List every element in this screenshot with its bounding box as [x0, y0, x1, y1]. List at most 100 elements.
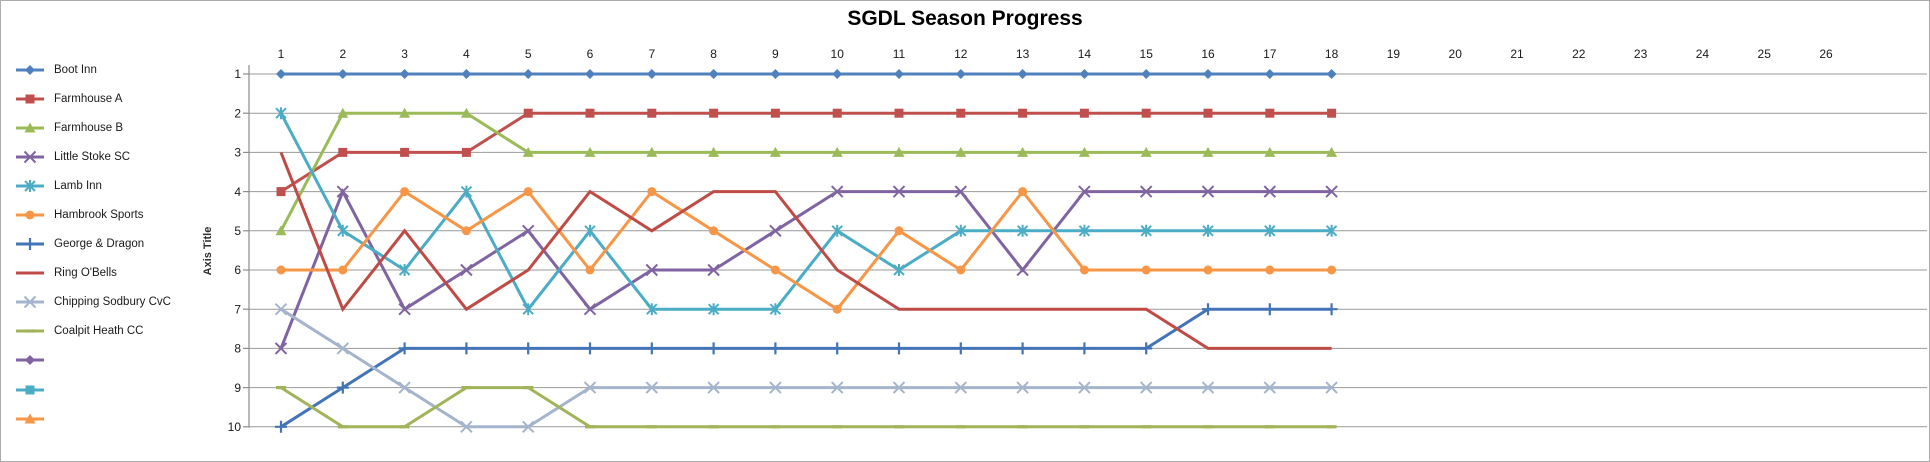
series-george-dragon[interactable] [275, 303, 1338, 433]
marker-dash[interactable] [646, 425, 657, 429]
marker-dash[interactable] [337, 425, 348, 429]
marker-square[interactable] [647, 108, 657, 118]
marker-dash[interactable] [585, 425, 595, 429]
marker-circle[interactable] [1327, 265, 1337, 275]
marker-square[interactable] [461, 147, 471, 157]
marker-square[interactable] [400, 147, 410, 157]
marker-triangle[interactable] [584, 146, 596, 157]
series-lamb-inn[interactable] [275, 107, 1338, 316]
marker-triangle[interactable] [522, 146, 534, 157]
marker-diamond[interactable] [25, 64, 35, 75]
marker-x[interactable] [336, 342, 350, 355]
marker-diamond[interactable] [832, 69, 843, 79]
marker-x[interactable] [707, 381, 720, 394]
marker-asterisk[interactable] [831, 224, 843, 237]
marker-diamond[interactable] [894, 69, 904, 79]
marker-asterisk[interactable] [1078, 224, 1091, 237]
marker-diamond[interactable] [1326, 69, 1337, 79]
legend-item-hambrook-sports[interactable]: Hambrook Sports [16, 200, 171, 229]
chart-title[interactable]: SGDL Season Progress [847, 7, 1083, 30]
marker-diamond[interactable] [523, 69, 534, 79]
marker-x[interactable] [1139, 185, 1153, 198]
series-ring-o-bells[interactable] [279, 151, 1332, 350]
series-line-lamb-inn[interactable] [279, 112, 1332, 312]
marker-triangle[interactable] [955, 146, 967, 157]
legend-item-chipping-sodbury-cvc[interactable]: Chipping Sodbury CvC [16, 288, 171, 317]
marker-asterisk[interactable] [1325, 224, 1338, 237]
marker-circle[interactable] [770, 265, 780, 275]
marker-triangle[interactable] [893, 146, 905, 157]
marker-triangle[interactable] [1326, 146, 1338, 157]
series-boot-inn[interactable] [276, 69, 1337, 79]
marker-circle[interactable] [956, 265, 966, 275]
marker-dash[interactable] [708, 425, 719, 429]
marker-dash[interactable] [523, 386, 534, 390]
marker-circle[interactable] [461, 226, 471, 236]
marker-dash[interactable] [1017, 425, 1028, 429]
marker-asterisk[interactable] [707, 303, 720, 316]
marker-plus[interactable] [336, 381, 349, 394]
marker-triangle[interactable] [1202, 146, 1214, 157]
legend-item-series-13[interactable] [16, 404, 171, 433]
marker-plus[interactable] [831, 342, 844, 355]
marker-asterisk[interactable] [646, 303, 658, 316]
marker-triangle[interactable] [831, 146, 843, 157]
marker-square[interactable] [585, 108, 595, 118]
marker-x[interactable] [1325, 381, 1338, 394]
marker-dash[interactable] [955, 425, 966, 429]
marker-x[interactable] [1078, 185, 1091, 198]
marker-plus[interactable] [275, 420, 287, 433]
marker-square[interactable] [1079, 108, 1089, 118]
marker-triangle[interactable] [460, 107, 472, 118]
series-line-ring-o-bells[interactable] [279, 151, 1332, 350]
marker-circle[interactable] [25, 210, 35, 220]
marker-x[interactable] [645, 381, 659, 394]
marker-dash[interactable] [1203, 425, 1213, 429]
marker-circle[interactable] [1265, 265, 1275, 275]
marker-plus[interactable] [707, 342, 720, 355]
marker-circle[interactable] [276, 265, 286, 275]
marker-circle[interactable] [400, 187, 410, 197]
marker-x[interactable] [1263, 381, 1277, 394]
series-coalpit-heath-cc[interactable] [276, 386, 1337, 429]
marker-circle[interactable] [585, 265, 595, 275]
marker-circle[interactable] [832, 304, 842, 314]
marker-triangle[interactable] [1140, 146, 1152, 157]
marker-asterisk[interactable] [522, 303, 534, 316]
marker-circle[interactable] [1018, 187, 1028, 197]
series-line-chipping-sodbury-cvc[interactable] [280, 307, 1332, 429]
marker-plus[interactable] [1263, 303, 1276, 316]
marker-plus[interactable] [893, 342, 905, 355]
marker-asterisk[interactable] [1140, 224, 1152, 237]
marker-circle[interactable] [1141, 265, 1151, 275]
series-farmhouse-b[interactable] [275, 107, 1338, 236]
marker-asterisk[interactable] [769, 303, 782, 316]
series-line-hambrook-sports[interactable] [281, 189, 1332, 312]
marker-asterisk[interactable] [460, 185, 473, 198]
marker-x[interactable] [23, 150, 37, 164]
marker-asterisk[interactable] [398, 264, 411, 276]
marker-dash[interactable] [1326, 425, 1337, 429]
marker-diamond[interactable] [399, 69, 410, 79]
legend-item-george-dragon[interactable]: George & Dragon [16, 230, 171, 259]
marker-x[interactable] [274, 342, 288, 355]
marker-x[interactable] [830, 381, 844, 394]
marker-plus[interactable] [24, 238, 36, 251]
marker-diamond[interactable] [1203, 69, 1213, 79]
marker-plus[interactable] [1016, 342, 1029, 355]
marker-plus[interactable] [1078, 342, 1091, 355]
marker-triangle[interactable] [24, 413, 36, 424]
marker-circle[interactable] [523, 187, 533, 197]
marker-x[interactable] [398, 381, 411, 394]
marker-dash[interactable] [461, 386, 472, 390]
legend-item-little-stoke-sc[interactable]: Little Stoke SC [16, 142, 171, 171]
marker-diamond[interactable] [585, 69, 595, 79]
marker-triangle[interactable] [24, 122, 36, 133]
marker-asterisk[interactable] [1202, 224, 1214, 237]
series-line-farmhouse-a[interactable] [280, 111, 1332, 193]
marker-diamond[interactable] [1141, 69, 1152, 79]
marker-dash[interactable] [1141, 425, 1152, 429]
marker-triangle[interactable] [1078, 146, 1090, 157]
marker-triangle[interactable] [275, 225, 287, 236]
marker-x[interactable] [1263, 185, 1277, 198]
